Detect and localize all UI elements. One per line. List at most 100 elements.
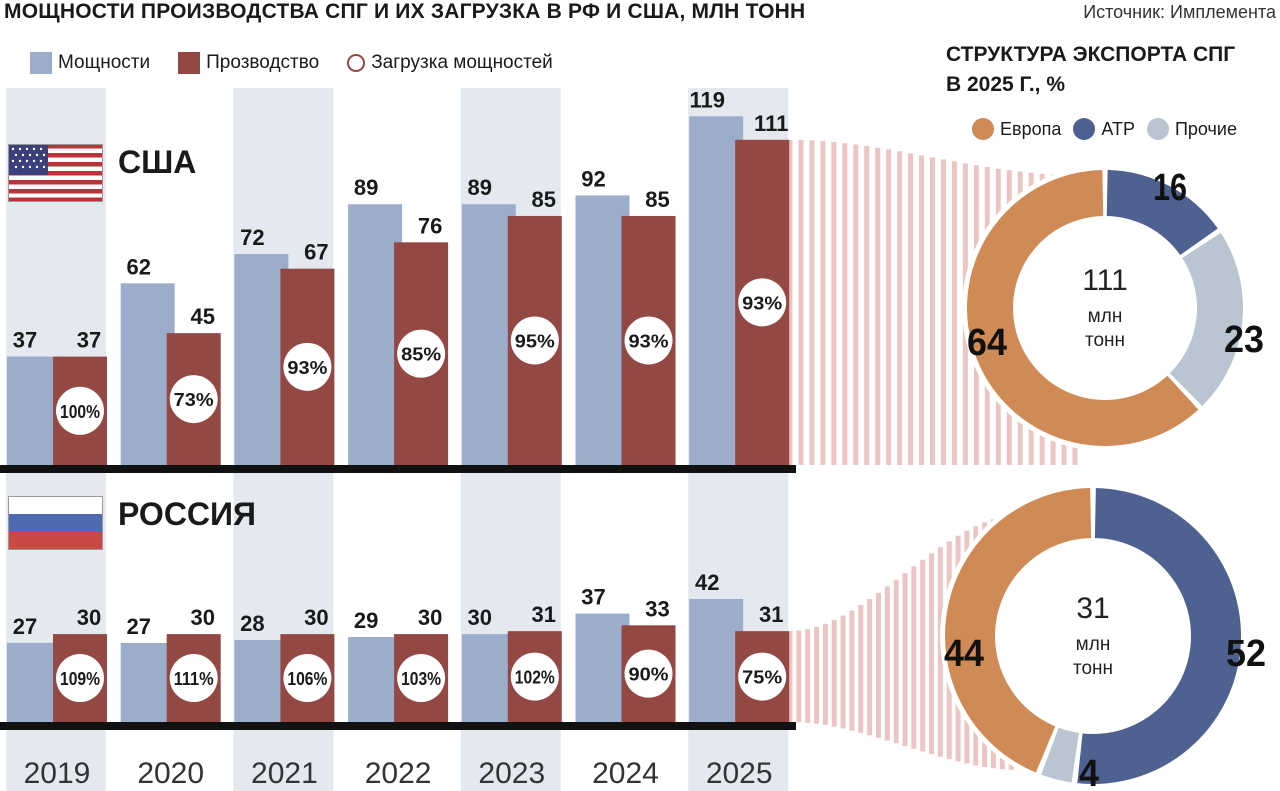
usa-capacity-label: 62 — [126, 254, 150, 279]
legend-europe: Европа — [972, 118, 1061, 140]
usa-donut — [967, 170, 1244, 446]
bar-legend: Мощности Прозводство Загрузка мощностей — [30, 52, 581, 74]
usa-utilization-label: 100% — [60, 402, 100, 422]
russia-slice-label-2: 44 — [944, 633, 984, 675]
russia-baseline — [0, 722, 796, 730]
usa-capacity-bar-2021 — [234, 254, 289, 465]
usa-label: США — [118, 144, 197, 180]
usa-capacity-label: 119 — [689, 87, 725, 112]
usa-baseline — [0, 465, 796, 473]
other-dot-icon — [1146, 118, 1169, 140]
year-label-2020: 2020 — [137, 757, 204, 790]
russia-utilization-circle — [169, 654, 218, 703]
usa-capacity-bar-2022 — [348, 204, 403, 466]
year-label-2021: 2021 — [251, 757, 318, 790]
usa-production-label: 67 — [304, 240, 328, 265]
legend-apr: АТР — [1073, 118, 1135, 140]
export-title-line2: В 2025 Г., % — [946, 73, 1066, 96]
usa-production-label: 85 — [532, 187, 556, 212]
usa-production-label: 111 — [754, 111, 788, 136]
usa-center-value: 111 — [1082, 264, 1128, 297]
russia-center-value: 31 — [1076, 592, 1109, 625]
usa-production-label: 45 — [190, 304, 214, 329]
usa-utilization-circle — [169, 375, 218, 424]
legend-other-label: Прочие — [1174, 118, 1237, 139]
russia-capacity-bar-2020 — [120, 642, 175, 722]
russia-capacity-label: 27 — [126, 614, 150, 639]
usa-utilization-label: 93% — [287, 358, 327, 378]
legend-apr-label: АТР — [1101, 118, 1135, 139]
europe-dot-icon — [972, 118, 994, 140]
russia-slice-0 — [1077, 488, 1242, 785]
russia-utilization-circle — [738, 652, 787, 701]
year-label-2025: 2025 — [706, 757, 773, 790]
legend-other: Прочие — [1146, 118, 1237, 140]
usa-capacity-label: 37 — [13, 328, 37, 353]
russia-utilization-circle — [397, 654, 446, 703]
russia-utilization-label: 111% — [174, 669, 214, 689]
russia-center-unit-2: тонн — [1073, 658, 1113, 679]
russia-production-label: 30 — [304, 605, 328, 630]
russia-utilization-label: 102% — [515, 668, 555, 688]
usa-slice-1 — [1169, 232, 1244, 406]
usa-production-label: 76 — [418, 213, 442, 238]
legend-production: Прозводство — [178, 52, 319, 74]
russia-utilization-label: 75% — [742, 668, 782, 688]
russia-production-label: 31 — [532, 602, 556, 627]
usa-slice-label-0: 16 — [1153, 167, 1187, 209]
legend-utilization: Загрузка мощностей — [347, 52, 553, 74]
legend-production-label: Прозводство — [206, 52, 320, 73]
year-label-2024: 2024 — [592, 757, 659, 790]
usa-utilization-circle — [624, 316, 673, 365]
russia-capacity-label: 29 — [354, 608, 378, 633]
russia-capacity-bar-2025 — [689, 598, 744, 722]
russia-production-label: 30 — [77, 605, 101, 630]
source-note: Источник: Имплемента — [1083, 2, 1276, 22]
usa-center-unit-2: тонн — [1085, 330, 1125, 351]
russia-production-label: 30 — [190, 605, 214, 630]
usa-capacity-bar-2024 — [575, 195, 630, 465]
export-title: СТРУКТУРА ЭКСПОРТА СПГ В 2025 Г., % — [946, 40, 1235, 100]
russia-capacity-bar-2024 — [575, 613, 630, 722]
usa-utilization-circle — [738, 278, 787, 327]
legend-capacity-label: Мощности — [58, 52, 151, 73]
usa-capacity-label: 72 — [240, 225, 264, 250]
year-label-2022: 2022 — [365, 757, 432, 790]
usa-slice-label-2: 64 — [967, 322, 1007, 364]
russia-donut — [944, 488, 1242, 785]
usa-flag-icon — [8, 144, 103, 202]
russia-capacity-label: 37 — [581, 585, 605, 610]
usa-utilization-label: 93% — [742, 293, 782, 313]
russia-slice-1 — [1041, 727, 1079, 783]
usa-utilization-label: 95% — [515, 331, 555, 351]
russia-capacity-bar-2019 — [7, 642, 61, 722]
legend-capacity: Мощности — [30, 52, 150, 74]
russia-production-label: 33 — [645, 596, 669, 621]
russia-slice-label-0: 52 — [1226, 633, 1266, 675]
usa-slice-label-1: 23 — [1224, 319, 1264, 361]
usa-capacity-bar-2019 — [7, 356, 61, 465]
russia-flag-icon — [8, 496, 103, 550]
russia-utilization-label: 90% — [629, 665, 669, 685]
capacity-swatch-icon — [30, 52, 52, 74]
usa-utilization-circle — [510, 316, 559, 365]
usa-utilization-circle — [397, 329, 446, 378]
usa-capacity-label: 89 — [468, 175, 492, 200]
chart-title: МОЩНОСТИ ПРОИЗВОДСТВА СПГ И ИХ ЗАГРУЗКА … — [4, 0, 806, 23]
usa-utilization-label: 93% — [629, 331, 669, 351]
utilization-circle-icon — [347, 54, 366, 72]
legend-utilization-label: Загрузка мощностей — [371, 52, 553, 73]
usa-production-label: 85 — [645, 187, 669, 212]
russia-capacity-bar-2022 — [348, 637, 403, 722]
usa-slice-0 — [1106, 170, 1218, 255]
usa-utilization-circle — [56, 386, 104, 435]
russia-label: РОССИЯ — [118, 496, 257, 532]
russia-capacity-label: 28 — [240, 611, 264, 636]
russia-utilization-label: 109% — [60, 669, 100, 689]
production-swatch-icon — [178, 52, 201, 74]
legend-europe-label: Европа — [1000, 118, 1062, 139]
russia-production-label: 30 — [418, 605, 442, 630]
russia-utilization-circle — [510, 652, 559, 701]
apr-dot-icon — [1073, 118, 1096, 140]
